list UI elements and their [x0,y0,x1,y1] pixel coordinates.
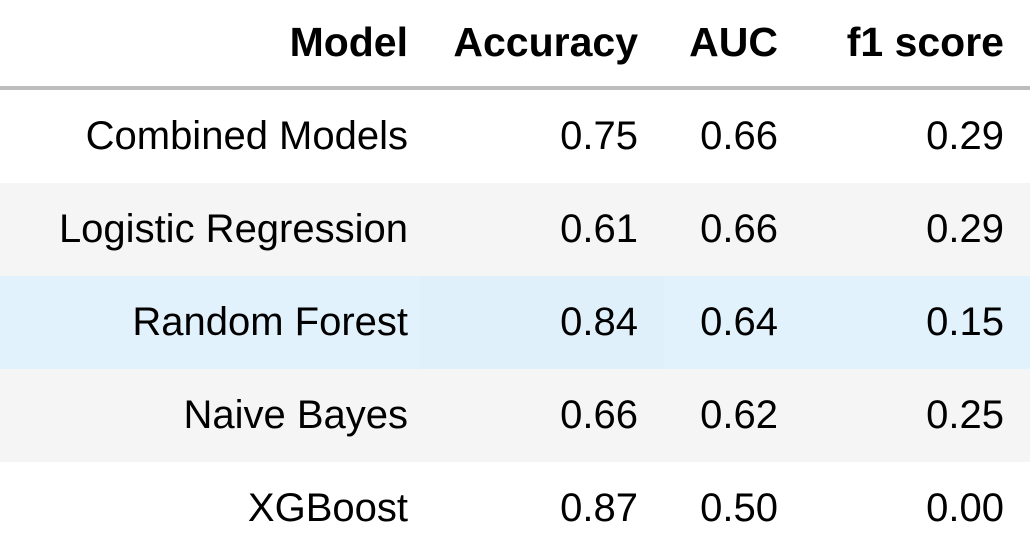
table-header: Model Accuracy AUC f1 score [0,0,1030,90]
cell-accuracy: 0.61 [420,183,664,276]
header-row: Model Accuracy AUC f1 score [0,0,1030,90]
cell-f1-score: 0.29 [804,183,1030,276]
cell-auc: 0.62 [664,369,804,462]
table-row[interactable]: XGBoost 0.87 0.50 0.00 [0,462,1030,555]
cell-model: Naive Bayes [0,369,420,462]
cell-accuracy: 0.66 [420,369,664,462]
cell-model: Random Forest [0,276,420,369]
cell-accuracy: 0.87 [560,486,638,530]
header-auc[interactable]: AUC [664,0,804,90]
cell-auc: 0.64 [664,276,804,369]
cell-auc: 0.50 [700,486,778,530]
cell-accuracy: 0.75 [560,114,638,158]
cell-f1-score: 0.25 [804,369,1030,462]
cell-f1-score: 0.29 [926,114,1004,158]
header-accuracy[interactable]: Accuracy [420,0,664,90]
cell-auc: 0.66 [700,114,778,158]
table-row[interactable]: Combined Models 0.75 0.66 0.29 [0,88,1030,183]
cell-accuracy: 0.84 [420,276,664,369]
cell-f1-score: 0.00 [926,486,1004,530]
table-row[interactable]: Naive Bayes 0.66 0.62 0.25 [0,369,1030,462]
cell-model: XGBoost [247,486,408,530]
cell-auc: 0.66 [664,183,804,276]
cell-f1-score: 0.15 [804,276,1030,369]
header-model[interactable]: Model [0,0,420,90]
table-body: Combined Models 0.75 0.66 0.29 Logistic … [0,88,1030,555]
cell-model: Combined Models [85,114,408,158]
cell-model: Logistic Regression [0,183,420,276]
table-row[interactable]: Logistic Regression 0.61 0.66 0.29 [0,183,1030,276]
table-row-highlighted[interactable]: Random Forest 0.84 0.64 0.15 [0,276,1030,369]
header-f1-score[interactable]: f1 score [804,0,1030,90]
